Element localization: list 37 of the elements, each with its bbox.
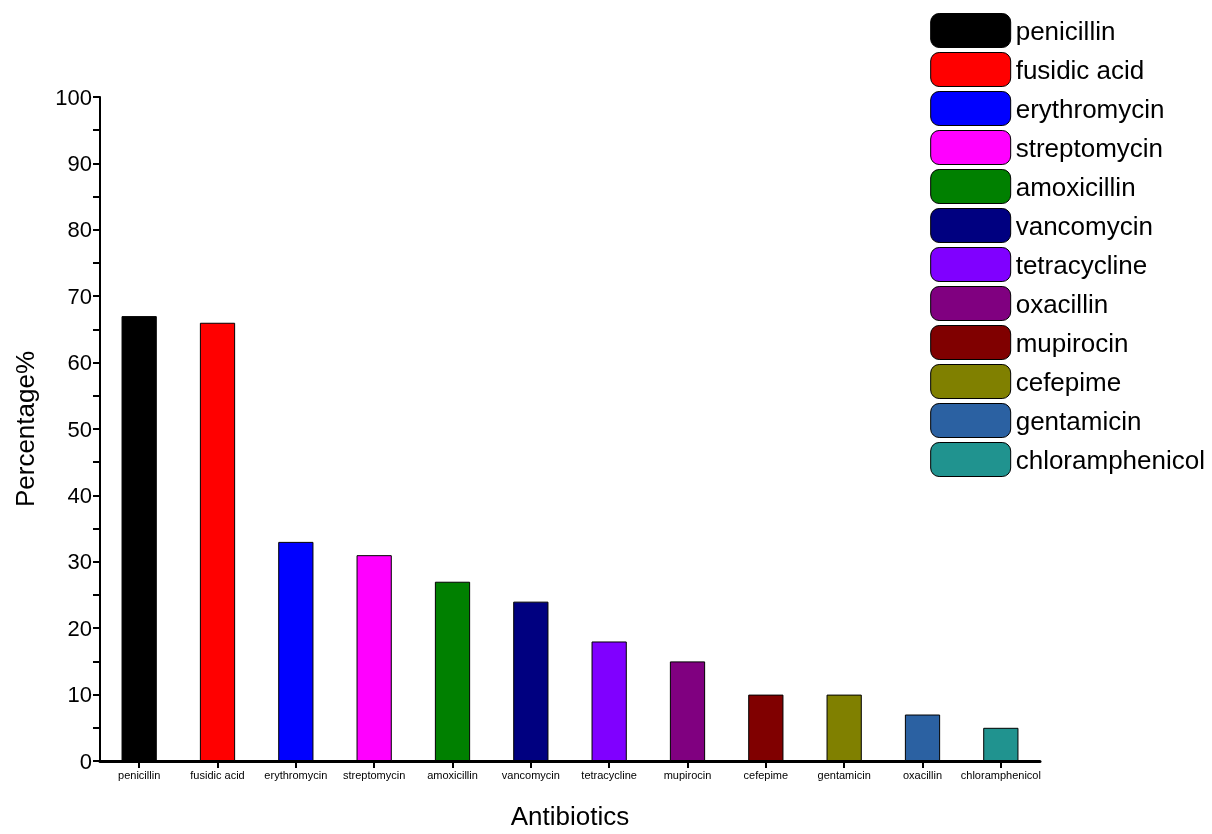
legend-label: fusidic acid <box>1015 54 1145 85</box>
legend-label: mupirocin <box>1015 327 1129 358</box>
x-tick-label: gentamicin <box>817 768 871 781</box>
x-axis-title: Antibiotics <box>510 801 630 831</box>
legend-label: vancomycin <box>1015 210 1153 241</box>
y-tick-label: 60 <box>67 350 92 376</box>
y-tick-label: 30 <box>67 549 92 575</box>
x-tick-label: streptomycin <box>342 768 406 781</box>
x-tick-label: erythromycin <box>264 768 328 781</box>
y-tick-label: 40 <box>67 482 92 508</box>
y-tick-label: 70 <box>67 283 92 309</box>
y-tick-label: 80 <box>67 217 92 243</box>
legend-label: oxacillin <box>1015 288 1109 319</box>
x-tick-label: amoxicillin <box>427 768 478 781</box>
x-tick-label: vancomycin <box>501 768 560 781</box>
legend-label: chloramphenicol <box>1015 444 1205 475</box>
y-tick-label: 90 <box>67 150 92 176</box>
legend-label: streptomycin <box>1015 132 1164 163</box>
x-tick-label: penicillin <box>118 768 161 781</box>
legend-label: tetracycline <box>1015 249 1148 280</box>
y-tick-label: 0 <box>79 748 92 774</box>
legend-label: cefepime <box>1015 366 1122 397</box>
y-tick-label: 10 <box>67 682 92 708</box>
x-tick-label: mupirocin <box>663 768 712 781</box>
x-tick-label: tetracycline <box>581 768 637 781</box>
legend-label: erythromycin <box>1015 93 1165 124</box>
y-axis-title: Percentage% <box>10 350 40 508</box>
legend-label: gentamicin <box>1015 405 1142 436</box>
y-tick-label: 20 <box>67 615 92 641</box>
legend-label: penicillin <box>1015 15 1116 46</box>
x-tick-label: fusidic acid <box>190 768 245 781</box>
y-tick-label: 50 <box>67 416 92 442</box>
y-tick-label: 100 <box>55 84 92 110</box>
legend-label: amoxicillin <box>1015 171 1136 202</box>
x-tick-label: chloramphenicol <box>960 768 1041 781</box>
x-tick-label: cefepime <box>743 768 789 781</box>
x-tick-label: oxacillin <box>902 768 943 781</box>
